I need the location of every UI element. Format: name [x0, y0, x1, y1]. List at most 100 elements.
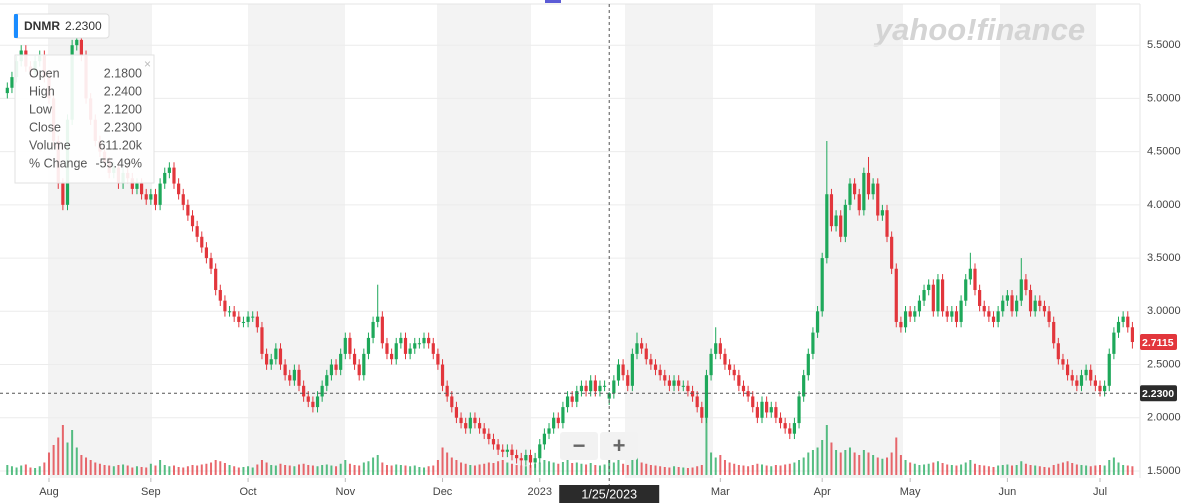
candle-body	[579, 385, 584, 392]
candle-body	[950, 311, 954, 317]
symbol-price: 2.2300	[65, 19, 102, 33]
volume-bar	[751, 465, 754, 475]
candle-body	[690, 391, 695, 397]
candle-body	[908, 311, 912, 317]
candle-body	[626, 375, 630, 386]
volume-bar	[913, 463, 916, 475]
candle-body	[547, 428, 551, 434]
volume-bar	[1052, 465, 1055, 475]
candle-body	[866, 172, 871, 195]
candle-body	[1001, 300, 1005, 312]
candle-body	[519, 458, 523, 461]
volume-bar	[61, 425, 64, 475]
volume-bar	[529, 465, 532, 475]
volume-bar	[149, 463, 152, 475]
volume-bar	[446, 452, 449, 475]
candle-body	[362, 353, 366, 376]
y-tick-label: 4.5000	[1147, 146, 1181, 158]
candle-body	[672, 380, 676, 386]
volume-bar	[955, 465, 958, 475]
tooltip-value: 2.2400	[104, 84, 142, 98]
candle-body	[283, 364, 287, 376]
candle-body	[167, 167, 171, 173]
volume-bar	[159, 460, 162, 475]
volume-bar	[450, 457, 453, 475]
zoom-in-label[interactable]: +	[613, 433, 626, 458]
candle-body	[732, 369, 736, 376]
volume-bar	[626, 465, 629, 475]
x-tick-label: Sep	[141, 486, 161, 498]
candle-body	[602, 385, 607, 387]
volume-bar	[617, 458, 620, 475]
candle-body	[181, 194, 185, 205]
volume-bar	[85, 457, 88, 475]
volume-bar	[807, 452, 810, 475]
candle-body	[723, 353, 727, 365]
candle-body	[843, 204, 847, 237]
candle-body	[987, 311, 991, 317]
volume-bar	[358, 465, 361, 475]
tooltip-label: Close	[29, 120, 61, 134]
volume-bar	[659, 466, 662, 475]
volume-bar	[71, 430, 74, 475]
band	[1000, 4, 1096, 478]
volume-bar	[1094, 465, 1097, 475]
candle-body	[769, 407, 773, 413]
volume-bar	[654, 465, 657, 475]
volume-bar	[145, 467, 148, 475]
volume-bar	[774, 465, 777, 475]
candle-body	[630, 353, 634, 386]
volume-bar	[872, 455, 875, 475]
scroll-handle[interactable]	[545, 0, 561, 3]
volume-bar	[543, 460, 546, 475]
zoom-out-button[interactable]	[560, 432, 598, 460]
volume-bar	[316, 466, 319, 475]
candle-body	[1052, 321, 1056, 344]
volume-bar	[413, 465, 416, 475]
volume-bar	[844, 450, 847, 475]
candle-body	[241, 321, 246, 323]
candle-body	[533, 458, 537, 463]
candle-body	[584, 385, 588, 392]
volume-bar	[1020, 461, 1023, 475]
candle-body	[459, 417, 463, 424]
candle-body	[788, 428, 792, 434]
zoom-in-button[interactable]	[600, 432, 638, 460]
volume-bar	[418, 467, 421, 475]
candle-body	[232, 311, 236, 317]
candle-body	[75, 39, 79, 46]
candle-body	[653, 364, 658, 370]
volume-bar	[969, 460, 972, 475]
candle-body	[677, 380, 681, 386]
candle-body	[1098, 385, 1102, 392]
candle-body	[177, 183, 181, 195]
candle-body	[1079, 375, 1084, 386]
volume-bar	[1126, 465, 1129, 475]
candle-body	[5, 87, 9, 94]
volume-bar	[311, 465, 314, 475]
candle-body	[894, 268, 898, 322]
candle-body	[320, 385, 324, 397]
candle-body	[565, 396, 570, 408]
candle-body	[1015, 300, 1019, 312]
volume-bar	[867, 452, 870, 475]
candle-body	[357, 364, 361, 376]
tooltip-value: 2.2300	[104, 120, 142, 134]
candle-body	[644, 348, 648, 360]
candle-body	[973, 268, 977, 291]
volume-bar	[1089, 466, 1092, 475]
volume-bar	[321, 465, 324, 475]
y-tick-label: 3.0000	[1147, 305, 1181, 317]
candle-body	[163, 172, 167, 184]
candle-body	[755, 407, 759, 418]
candle-body	[1019, 279, 1023, 301]
volume-bar	[112, 466, 115, 475]
candle-body	[1130, 327, 1135, 343]
candle-body	[440, 364, 445, 386]
candle-body	[1065, 364, 1070, 376]
volume-bar	[1071, 463, 1074, 475]
zoom-out-label[interactable]: −	[573, 433, 586, 458]
volume-bar	[728, 462, 731, 475]
candle-body	[376, 316, 380, 322]
volume-bar	[580, 463, 583, 475]
